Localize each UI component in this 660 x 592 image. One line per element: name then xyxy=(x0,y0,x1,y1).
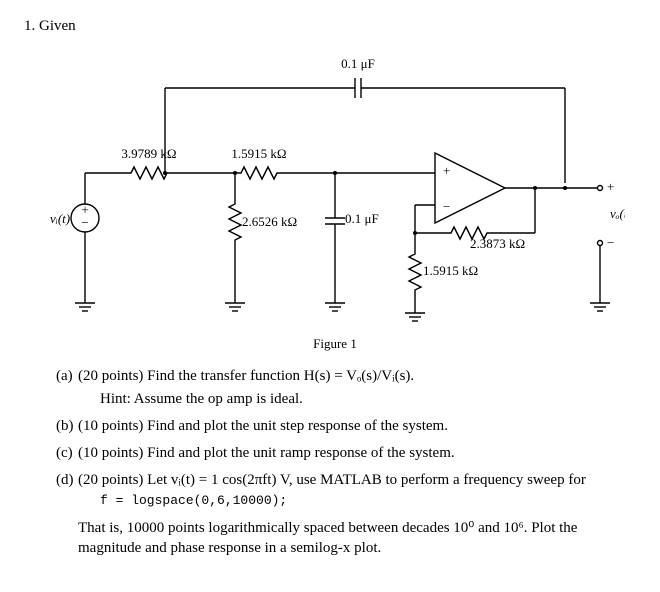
circuit-figure: + − vᵢ(t) 0.1 μF 3.9789 kΩ 1.5915 kΩ 2.6… xyxy=(24,43,636,358)
r2-label: 1.5915 kΩ xyxy=(231,146,286,161)
part-a: (a) (20 points) Find the transfer functi… xyxy=(56,368,636,408)
part-d-code: f = logspace(0,6,10000); xyxy=(100,493,636,508)
subparts-list: (a) (20 points) Find the transfer functi… xyxy=(56,368,636,559)
part-a-text: Find the transfer function H(s) = Vₒ(s)/… xyxy=(147,368,414,384)
part-d-tag: (d) xyxy=(56,472,74,489)
svg-text:−: − xyxy=(81,215,88,230)
part-c-tag: (c) xyxy=(56,445,73,462)
vout-label: vₒ(t) xyxy=(610,206,625,221)
r1-label: 3.9789 kΩ xyxy=(121,146,176,161)
opamp-minus: − xyxy=(443,199,450,214)
part-b-text: Find and plot the unit step response of … xyxy=(147,418,448,434)
part-b: (b) (10 points) Find and plot the unit s… xyxy=(56,418,636,435)
part-c: (c) (10 points) Find and plot the unit r… xyxy=(56,445,636,462)
part-b-tag: (b) xyxy=(56,418,74,435)
r4-label: 2.3873 kΩ xyxy=(470,236,525,251)
vin-label: vᵢ(t) xyxy=(50,211,70,226)
opamp-plus: + xyxy=(443,163,450,178)
out-plus: + xyxy=(607,179,614,194)
problem-number: 1. Given xyxy=(24,18,636,35)
c1-label: 0.1 μF xyxy=(341,56,375,71)
part-c-points: (10 points) xyxy=(78,445,143,461)
part-a-points: (20 points) xyxy=(78,368,143,384)
part-b-points: (10 points) xyxy=(78,418,143,434)
part-d: (d) (20 points) Let vᵢ(t) = 1 cos(2πft) … xyxy=(56,472,636,559)
out-minus: − xyxy=(607,235,614,250)
r3-label: 2.6526 kΩ xyxy=(242,214,297,229)
part-d-text: Let vᵢ(t) = 1 cos(2πft) V, use MATLAB to… xyxy=(147,472,586,488)
part-d-para: That is, 10000 points logarithmically sp… xyxy=(78,518,636,559)
circuit-svg: + − vᵢ(t) 0.1 μF 3.9789 kΩ 1.5915 kΩ 2.6… xyxy=(35,43,625,353)
part-a-hint: Hint: Assume the op amp is ideal. xyxy=(100,391,636,408)
c2-label: 0.1 μF xyxy=(345,211,379,226)
figure-caption: Figure 1 xyxy=(313,336,357,351)
part-d-points: (20 points) xyxy=(78,472,143,488)
r5-label: 1.5915 kΩ xyxy=(423,263,478,278)
part-c-text: Find and plot the unit ramp response of … xyxy=(147,445,454,461)
part-a-tag: (a) xyxy=(56,368,73,385)
